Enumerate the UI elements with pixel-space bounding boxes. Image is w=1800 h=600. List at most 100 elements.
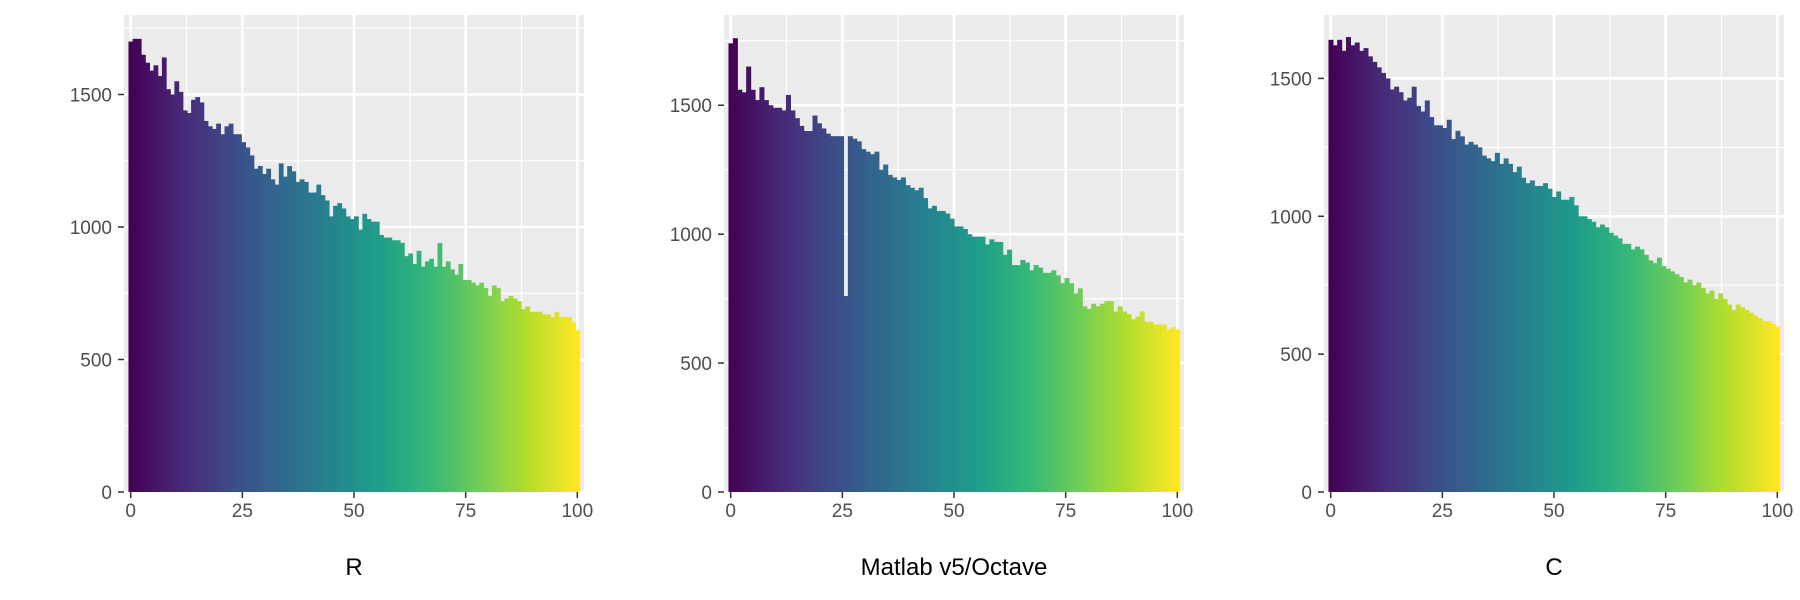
- histogram-bar: [1665, 268, 1671, 492]
- histogram-bar: [1117, 306, 1123, 492]
- histogram-bar: [1486, 158, 1492, 492]
- histogram-bar: [1477, 147, 1483, 492]
- histogram-bar: [558, 317, 564, 492]
- histogram-bar: [1529, 180, 1535, 492]
- histogram-bar: [287, 166, 292, 493]
- histogram-bar: [1350, 45, 1356, 492]
- histogram-bar: [755, 100, 761, 492]
- histogram-bar: [345, 216, 351, 492]
- histogram-bar: [1411, 86, 1417, 492]
- histogram-bar: [869, 154, 875, 493]
- histogram-bar: [1161, 324, 1167, 492]
- histogram-bar: [199, 102, 205, 492]
- histogram-bar: [516, 301, 522, 492]
- histogram-bar: [909, 187, 915, 492]
- histogram-bar: [274, 184, 280, 492]
- histogram-bar: [843, 296, 849, 492]
- x-tick-label: 75: [455, 501, 476, 522]
- histogram-bar: [1700, 287, 1706, 492]
- histogram-bar: [781, 110, 787, 493]
- histogram-bar: [1385, 78, 1391, 493]
- histogram-bar: [567, 317, 572, 492]
- x-tick-label: 25: [232, 501, 253, 522]
- histogram-bar: [399, 242, 405, 492]
- histogram-bar: [1648, 260, 1654, 492]
- histogram-bar: [927, 208, 933, 492]
- histogram-bar: [980, 236, 986, 492]
- histogram-bar: [1389, 89, 1395, 492]
- x-tick-label: 25: [832, 501, 853, 522]
- histogram-bar: [1770, 323, 1776, 492]
- histogram-bar: [918, 187, 924, 492]
- histogram-bar: [149, 70, 155, 493]
- histogram-bar: [132, 38, 138, 492]
- histogram-bar: [232, 134, 238, 492]
- histogram-bar: [1407, 97, 1413, 492]
- histogram-bar: [283, 176, 288, 492]
- histogram-bar: [433, 266, 439, 492]
- histogram-bar: [830, 136, 836, 492]
- histogram-bar: [967, 234, 973, 492]
- histogram-bar: [1091, 303, 1097, 492]
- histogram-bar: [1051, 270, 1057, 492]
- histogram-bar: [358, 229, 363, 492]
- histogram-bar: [299, 179, 305, 493]
- histogram-bar: [1073, 293, 1079, 492]
- histogram-bar: [186, 113, 192, 493]
- histogram-bar: [1503, 158, 1509, 492]
- histogram-bar: [546, 314, 551, 492]
- histogram-bar: [1748, 312, 1754, 492]
- histogram-bar: [1337, 39, 1343, 492]
- histogram-bar: [1726, 304, 1732, 492]
- histogram-bar: [303, 181, 309, 492]
- histogram-bar: [141, 54, 146, 492]
- histogram-bar: [1691, 285, 1697, 492]
- histogram-bar: [291, 171, 297, 492]
- histogram-bar: [1595, 227, 1601, 492]
- histogram-bar: [191, 99, 196, 493]
- histogram-bar: [295, 181, 301, 492]
- histogram-bar: [1494, 152, 1500, 493]
- x-tick-label: 75: [1055, 501, 1076, 522]
- histogram-bar: [1376, 67, 1382, 492]
- histogram-bar: [333, 205, 338, 493]
- histogram-bar: [816, 123, 822, 492]
- histogram-bar: [1442, 128, 1448, 493]
- histogram-bar: [785, 94, 791, 493]
- histogram-bar: [1472, 144, 1478, 492]
- histogram-bar: [575, 330, 581, 492]
- histogram-bar: [1359, 50, 1365, 493]
- histogram-bar: [1521, 177, 1527, 492]
- histogram-bar: [1029, 270, 1035, 492]
- histogram-bar: [887, 174, 893, 493]
- histogram-bar: [224, 126, 230, 493]
- histogram-bar: [1341, 50, 1347, 493]
- histogram-bar: [1394, 86, 1400, 492]
- histogram-bar: [1635, 246, 1640, 492]
- histogram-bar: [1740, 307, 1746, 492]
- histogram-bar: [1011, 265, 1017, 492]
- x-tick-label: 100: [561, 501, 593, 522]
- histogram-bar: [212, 128, 217, 492]
- histogram-bar: [874, 151, 880, 492]
- histogram-bar: [383, 237, 389, 492]
- histogram-bar: [825, 133, 831, 493]
- histogram-bar: [1556, 191, 1562, 492]
- x-tick-label: 100: [1761, 501, 1793, 522]
- histogram-bar: [1626, 243, 1632, 492]
- histogram-bar: [1060, 283, 1066, 492]
- histogram-bar: [533, 311, 539, 492]
- histogram-bar: [1709, 290, 1715, 492]
- histogram-bar: [1525, 183, 1531, 492]
- histogram-bar: [768, 105, 774, 493]
- histogram-bar: [1744, 310, 1750, 492]
- histogram-bar: [834, 136, 840, 492]
- histogram-bar: [157, 75, 163, 492]
- histogram-bar: [228, 123, 234, 493]
- histogram-bar: [1055, 275, 1061, 492]
- histogram-bar: [253, 168, 259, 492]
- histogram-bar: [1674, 274, 1680, 492]
- y-tick-label: 1500: [1270, 69, 1312, 90]
- histogram-bar: [203, 121, 209, 492]
- histogram-bar: [562, 317, 568, 492]
